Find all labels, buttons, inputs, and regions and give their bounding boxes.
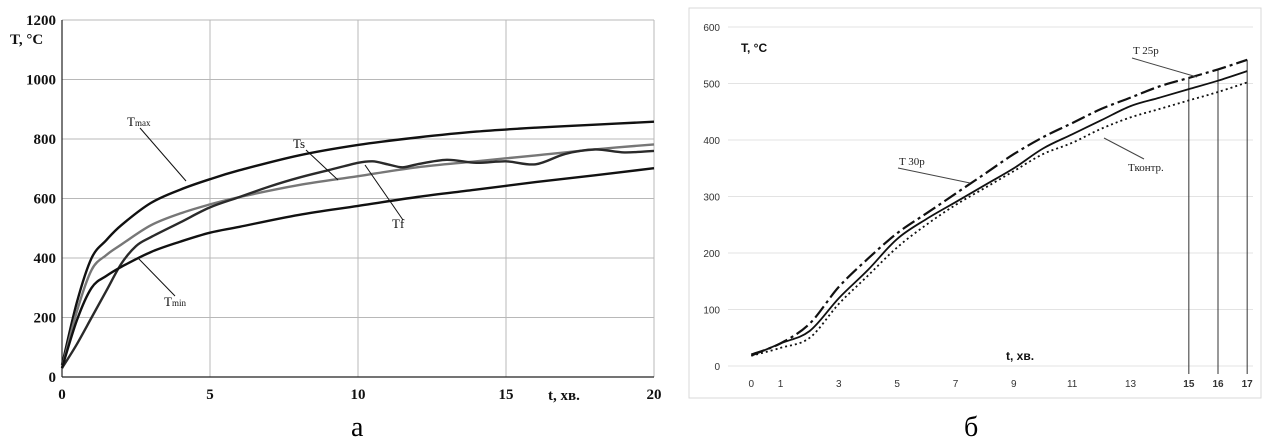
series-line-tmax <box>60 120 655 366</box>
y-tick-label: 400 <box>703 136 720 147</box>
series-line-b-2 <box>751 81 1248 357</box>
series-line-tmin <box>60 167 655 369</box>
y-tick-label: 300 <box>703 193 720 204</box>
x-tick-label: 15 <box>499 387 514 403</box>
annotation-tmax: Tmax <box>127 114 151 129</box>
x-tick-label: 11 <box>1067 379 1078 390</box>
series-line-b-0 <box>750 58 1248 356</box>
panel-label-a: а <box>351 412 364 439</box>
x-axis-label-b: t, хв. <box>1006 349 1034 363</box>
chart-panel-a: 0 200 400 600 800 1000 1200 0 5 10 15 20 T, °C t, … <box>10 13 662 439</box>
series-a <box>60 120 655 369</box>
leader-line-tmin <box>137 257 176 297</box>
leader-line-ts <box>305 149 339 181</box>
y-ticks-b: 0 100 200 300 400 500 600 <box>703 23 720 373</box>
x-tick-label: 13 <box>1125 379 1137 390</box>
x-tick-label-highlight: 16 <box>1212 379 1224 390</box>
annotation-t25: T 25р <box>1133 45 1159 57</box>
leader-line-t25 <box>1131 57 1198 78</box>
x-ticks-b: 0 1 3 5 7 9 11 13 15 16 17 <box>749 379 1254 390</box>
y-tick-label: 500 <box>703 80 720 91</box>
vertical-markers-b <box>1188 59 1248 374</box>
leader-line-t30 <box>897 167 971 184</box>
series-b <box>750 58 1248 357</box>
y-tick-label: 200 <box>703 249 720 260</box>
x-ticks-a: 0 5 10 15 20 <box>58 387 661 403</box>
x-tick-label: 20 <box>647 387 662 403</box>
x-tick-label: 5 <box>894 379 900 390</box>
x-tick-label: 10 <box>351 387 366 403</box>
x-tick-label: 0 <box>749 379 755 390</box>
x-tick-label: 7 <box>953 379 959 390</box>
annotation-tf: Tf <box>392 216 405 231</box>
series-line-tf <box>60 148 655 369</box>
leader-line-tkontr <box>1103 137 1145 160</box>
panel-label-b: б <box>964 412 978 439</box>
x-tick-label: 0 <box>58 387 66 403</box>
annotation-tmin: Tmin <box>164 294 186 309</box>
y-tick-label: 1200 <box>26 13 56 29</box>
annotation-ts: Ts <box>293 136 305 151</box>
y-ticks-a: 0 200 400 600 800 1000 1200 <box>26 13 56 386</box>
leader-line-tmax <box>139 127 187 182</box>
chart-frame-b <box>688 7 1262 399</box>
x-tick-label: 1 <box>778 379 784 390</box>
y-axis-label-a: T, °C <box>10 32 43 48</box>
y-tick-label: 100 <box>703 306 720 317</box>
x-tick-label-highlight: 15 <box>1183 379 1195 390</box>
y-tick-label: 600 <box>34 192 57 208</box>
x-axis-label-a: t, хв. <box>548 388 580 404</box>
x-tick-label-highlight: 17 <box>1242 379 1254 390</box>
x-tick-label: 9 <box>1011 379 1017 390</box>
y-tick-label: 400 <box>34 251 57 267</box>
y-tick-label: 0 <box>714 362 720 373</box>
y-tick-label: 800 <box>34 132 57 148</box>
series-line-b-1 <box>750 70 1248 357</box>
grid-a <box>61 19 655 378</box>
y-tick-label: 600 <box>703 23 720 34</box>
x-tick-label: 5 <box>206 387 214 403</box>
y-axis-label-b: T, °C <box>741 41 767 55</box>
annotation-t30: T 30р <box>899 156 925 168</box>
x-tick-label: 3 <box>836 379 842 390</box>
series-line-ts <box>60 143 655 369</box>
annotation-tkontr: Тконтр. <box>1128 162 1164 174</box>
y-tick-label: 1000 <box>26 73 56 89</box>
leader-line-tf <box>364 164 404 221</box>
y-tick-label: 0 <box>49 370 57 386</box>
y-tick-label: 200 <box>34 311 57 327</box>
